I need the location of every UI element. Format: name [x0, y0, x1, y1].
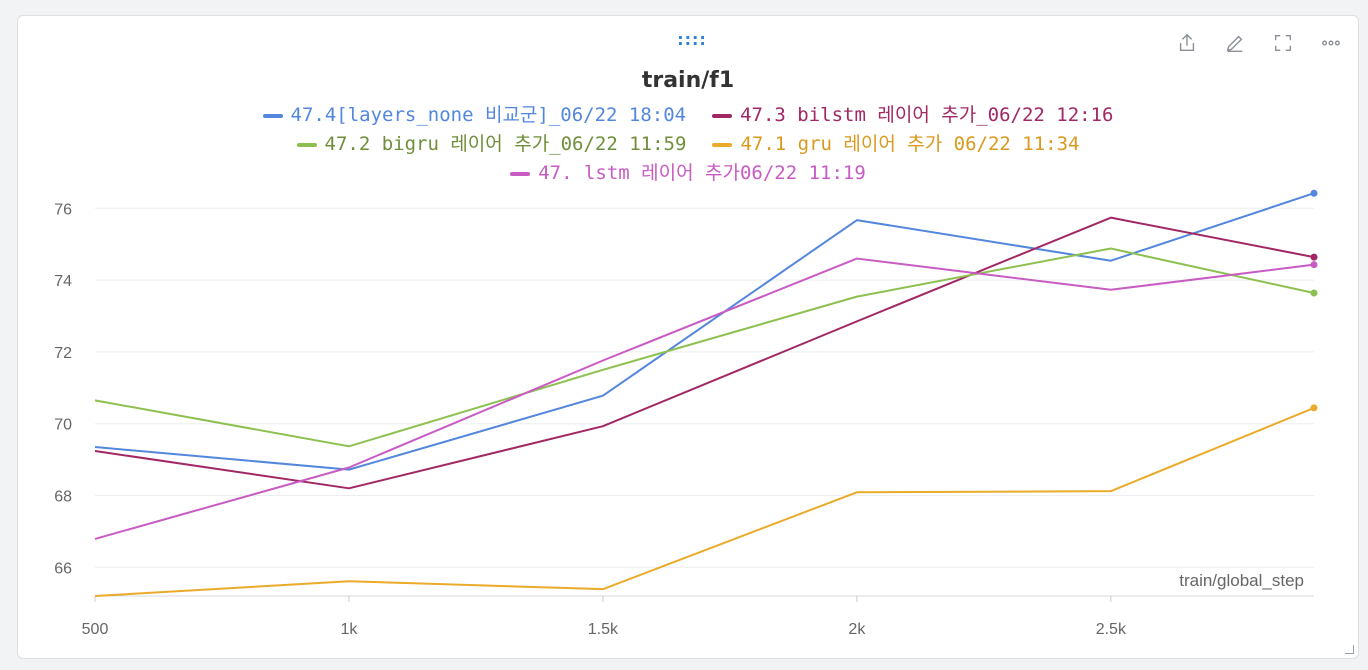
legend-item[interactable]: 47. lstm 레이어 추가06/22 11:19	[510, 159, 866, 188]
series-line	[94, 247, 1315, 448]
x-tick-label: 1.5k	[588, 621, 619, 638]
y-tick-label: 70	[54, 417, 72, 434]
legend-row: 47.2 bigru 레이어 추가_06/22 11:59 47.1 gru 레…	[18, 130, 1358, 159]
legend-item[interactable]: 47.1 gru 레이어 추가 06/22 11:34	[712, 130, 1080, 159]
series-line	[94, 216, 1315, 490]
more-icon	[1322, 40, 1340, 46]
x-tick-label: 2.5k	[1096, 621, 1127, 638]
chart-legend: 47.4[layers_none 비교군]_06/22 18:04 47.3 b…	[18, 101, 1358, 188]
legend-label: 47. lstm 레이어 추가06/22 11:19	[538, 162, 866, 184]
legend-item[interactable]: 47.3 bilstm 레이어 추가_06/22 12:16	[712, 101, 1113, 130]
more-button[interactable]	[1318, 30, 1344, 56]
fullscreen-button[interactable]	[1270, 30, 1296, 56]
legend-swatch	[712, 113, 733, 118]
y-tick-label: 68	[54, 488, 72, 505]
series-line	[94, 257, 1315, 540]
series-endpoint	[1310, 189, 1318, 197]
legend-swatch	[296, 142, 317, 147]
legend-item[interactable]: 47.2 bigru 레이어 추가_06/22 11:59	[296, 130, 687, 159]
x-tick-label: 500	[82, 621, 109, 638]
fullscreen-icon	[1274, 34, 1292, 52]
edit-button[interactable]	[1222, 30, 1248, 56]
y-tick-label: 66	[54, 560, 72, 577]
legend-label: 47.1 gru 레이어 추가 06/22 11:34	[740, 133, 1080, 155]
x-tick-label: 1k	[341, 621, 359, 638]
legend-swatch	[262, 113, 283, 118]
line-chart[interactable]: 66 68 70 72 74 76 500 1k 1.5k 2k 2.5k train/global_…	[18, 16, 1360, 660]
share-icon	[1179, 33, 1195, 52]
chart-panel: :::: train/f1 47.4[layers	[17, 15, 1359, 659]
y-tick-label: 72	[54, 345, 72, 362]
x-tick-label: 2k	[848, 621, 866, 638]
legend-label: 47.3 bilstm 레이어 추가_06/22 12:16	[740, 104, 1114, 126]
series-endpoint	[1310, 404, 1318, 412]
legend-item[interactable]: 47.4[layers_none 비교군]_06/22 18:04	[262, 101, 687, 130]
legend-row: 47.4[layers_none 비교군]_06/22 18:04 47.3 b…	[18, 101, 1358, 130]
series-endpoint	[1310, 289, 1318, 297]
y-tick-label: 74	[54, 273, 72, 290]
legend-row: 47. lstm 레이어 추가06/22 11:19	[18, 159, 1358, 188]
series-line	[94, 406, 1315, 597]
y-tick-label: 76	[54, 201, 72, 218]
series-line	[94, 192, 1315, 471]
x-axis-label: train/global_step	[1179, 571, 1304, 590]
edit-icon	[1226, 35, 1243, 52]
series-endpoint	[1310, 253, 1318, 261]
drag-handle[interactable]: ::::	[677, 30, 707, 49]
legend-label: 47.2 bigru 레이어 추가_06/22 11:59	[324, 133, 687, 155]
resize-handle[interactable]	[1345, 645, 1354, 654]
share-button[interactable]	[1174, 30, 1200, 56]
legend-label: 47.4[layers_none 비교군]_06/22 18:04	[290, 104, 687, 126]
legend-swatch	[510, 171, 531, 176]
series-endpoint	[1310, 261, 1318, 269]
legend-swatch	[712, 142, 733, 147]
panel-toolbar	[1174, 30, 1344, 56]
chart-title: train/f1	[641, 68, 735, 93]
